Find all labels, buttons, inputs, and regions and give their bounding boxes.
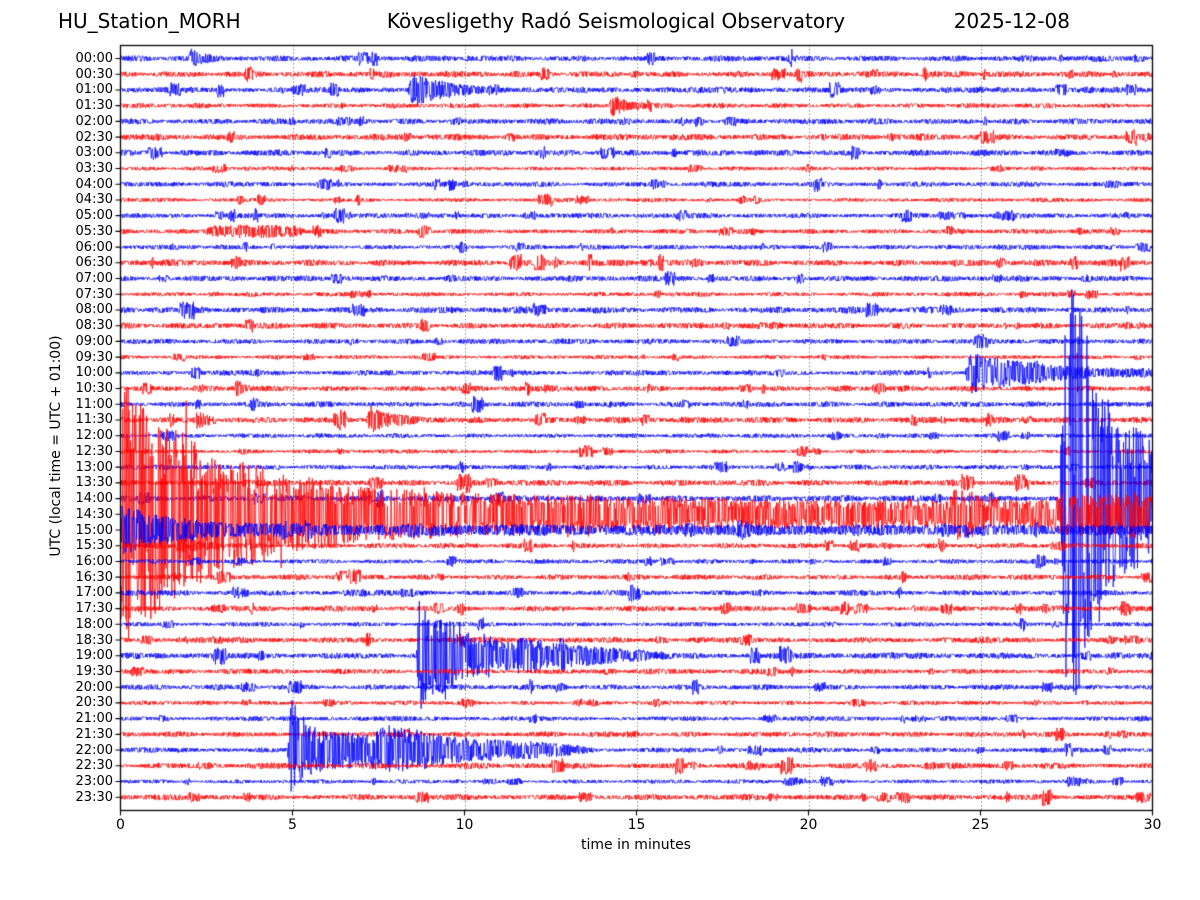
row-time-label: 12:30: [75, 443, 113, 459]
row-time-label: 18:00: [75, 616, 113, 632]
row-time-label: 01:30: [75, 98, 113, 114]
row-time-label: 21:30: [75, 726, 113, 742]
row-time-label: 07:30: [75, 286, 113, 302]
observatory-title: Kövesligethy Radó Seismological Observat…: [386, 9, 846, 33]
row-time-label: 13:00: [75, 459, 113, 475]
row-time-label: 11:30: [75, 412, 113, 428]
row-time-label: 06:30: [75, 255, 113, 271]
row-time-label: 05:30: [75, 223, 113, 239]
row-time-label: 04:00: [75, 176, 113, 192]
row-time-label: 22:00: [75, 742, 113, 758]
minute-tick-label: 0: [116, 817, 125, 833]
row-time-label: 04:30: [75, 192, 113, 208]
row-time-label: 15:00: [75, 522, 113, 538]
row-time-label: 02:30: [75, 129, 113, 145]
x-axis-label: time in minutes: [581, 837, 691, 853]
minute-tick-label: 15: [627, 817, 646, 833]
row-time-label: 14:30: [75, 506, 113, 522]
row-time-label: 12:00: [75, 428, 113, 444]
row-time-label: 05:00: [75, 208, 113, 224]
row-time-label: 20:30: [75, 695, 113, 711]
row-time-label: 21:00: [75, 711, 113, 727]
station-title: HU_Station_MORH: [58, 9, 241, 33]
minute-tick-label: 20: [799, 817, 818, 833]
row-time-label: 23:00: [75, 773, 113, 789]
row-time-label: 16:30: [75, 569, 113, 585]
row-time-label: 14:00: [75, 491, 113, 507]
minute-tick-label: 25: [971, 817, 990, 833]
row-time-label: 09:30: [75, 349, 113, 365]
row-time-label: 15:30: [75, 538, 113, 554]
row-time-label: 11:00: [75, 396, 113, 412]
row-time-label: 18:30: [75, 632, 113, 648]
row-time-label: 06:00: [75, 239, 113, 255]
row-time-label: 07:00: [75, 271, 113, 287]
minute-tick-label: 30: [1143, 817, 1162, 833]
row-time-label: 08:00: [75, 302, 113, 318]
row-time-label: 08:30: [75, 318, 113, 334]
row-time-label: 02:00: [75, 113, 113, 129]
row-time-label: 10:00: [75, 365, 113, 381]
row-time-label: 09:00: [75, 333, 113, 349]
row-time-label: 10:30: [75, 381, 113, 397]
row-time-label: 17:30: [75, 601, 113, 617]
row-time-label: 03:30: [75, 161, 113, 177]
minute-tick-label: 5: [288, 817, 297, 833]
row-time-label: 01:00: [75, 82, 113, 98]
date-label: 2025-12-08: [953, 9, 1070, 33]
row-time-label: 22:30: [75, 758, 113, 774]
row-time-label: 19:30: [75, 663, 113, 679]
row-time-label: 13:30: [75, 475, 113, 491]
row-time-label: 23:30: [75, 789, 113, 805]
row-time-label: 03:00: [75, 145, 113, 161]
row-time-label: 16:00: [75, 553, 113, 569]
row-time-label: 00:00: [75, 51, 113, 66]
row-time-label: 00:30: [75, 66, 113, 82]
row-time-label: 17:00: [75, 585, 113, 601]
row-time-label: 19:00: [75, 648, 113, 664]
minute-tick-label: 10: [455, 817, 474, 833]
row-time-label: 20:00: [75, 679, 113, 695]
